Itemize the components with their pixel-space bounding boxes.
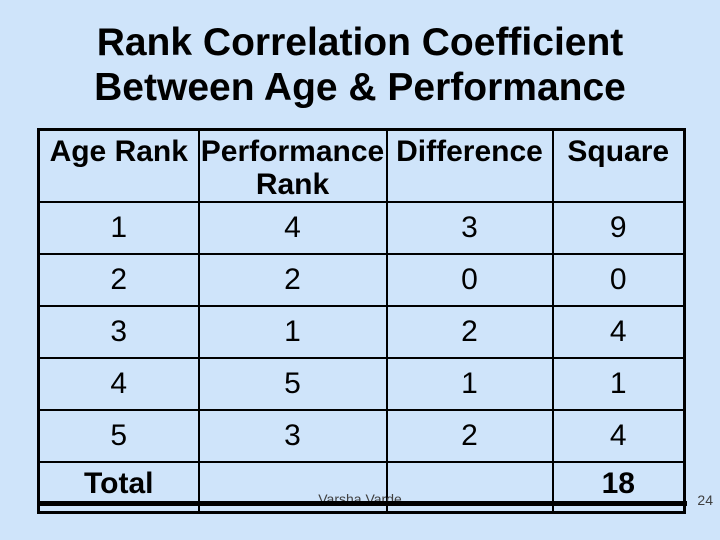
table-cell: 3 xyxy=(385,201,554,255)
table-cell: 0 xyxy=(551,253,686,307)
table-row: 3 1 2 4 xyxy=(37,305,686,359)
table-cell: 1 xyxy=(37,201,200,255)
table-cell: 9 xyxy=(551,201,686,255)
table-row: 1 4 3 9 xyxy=(37,201,686,255)
table-cell: 4 xyxy=(37,357,200,411)
table-header-row: Age Rank Performance Rank Difference Squ… xyxy=(37,128,686,203)
table-cell: 4 xyxy=(551,305,686,359)
table-cell: 2 xyxy=(37,253,200,307)
table-cell: 2 xyxy=(385,409,554,463)
rank-correlation-table: Age Rank Performance Rank Difference Squ… xyxy=(37,128,686,514)
table-cell: 4 xyxy=(197,201,388,255)
slide-title: Rank Correlation Coefficient Between Age… xyxy=(0,20,720,110)
col-header-age-rank: Age Rank xyxy=(37,128,200,203)
table-cell: 4 xyxy=(551,409,686,463)
table-row: 5 3 2 4 xyxy=(37,409,686,463)
title-line-1: Rank Correlation Coefficient xyxy=(96,21,624,64)
table-cell: 5 xyxy=(197,357,388,411)
table-cell: 1 xyxy=(385,357,554,411)
col-header-square: Square xyxy=(551,128,686,203)
table-cell: 2 xyxy=(197,253,388,307)
table-row: 4 5 1 1 xyxy=(37,357,686,411)
col-header-difference: Difference xyxy=(385,128,554,203)
table-cell: 1 xyxy=(551,357,686,411)
table-cell: 0 xyxy=(385,253,554,307)
table-row: 2 2 0 0 xyxy=(37,253,686,307)
table-cell: 3 xyxy=(37,305,200,359)
table-cell: 2 xyxy=(385,305,554,359)
col-header-performance-rank: Performance Rank xyxy=(197,128,388,203)
slide-number: 24 xyxy=(697,492,713,508)
table-bottom-border xyxy=(37,501,687,506)
title-line-2: Between Age & Performance xyxy=(94,66,626,109)
table-cell: 3 xyxy=(197,409,388,463)
table-cell: 5 xyxy=(37,409,200,463)
table-cell: 1 xyxy=(197,305,388,359)
